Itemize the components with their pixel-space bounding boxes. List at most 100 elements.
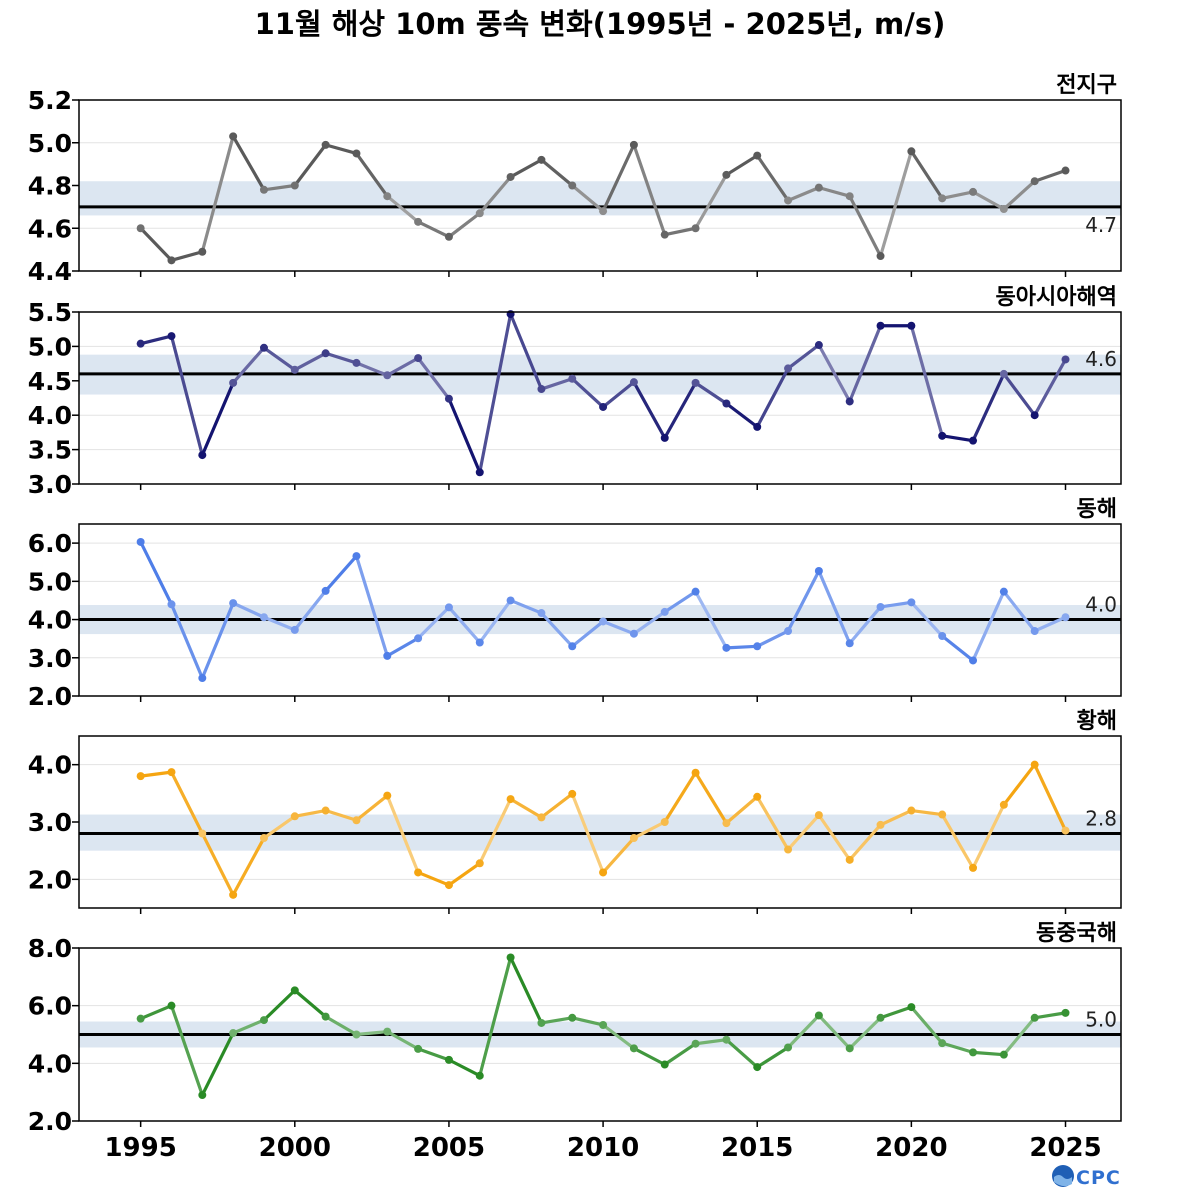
series-segment bbox=[293, 589, 328, 632]
data-point bbox=[475, 1071, 484, 1080]
series-segment bbox=[971, 803, 1006, 870]
data-point bbox=[1061, 1008, 1070, 1017]
panel-3: 4.0 2.0 3.0 4.0 5.0 6.0 동해 bbox=[28, 497, 1122, 711]
data-point bbox=[753, 642, 762, 651]
series-segment bbox=[262, 814, 297, 840]
series-segment bbox=[539, 611, 574, 648]
y-tick-label: 6.0 bbox=[28, 529, 72, 558]
region-label: 전지구 bbox=[1056, 73, 1117, 98]
x-tick-label: 2025 bbox=[1029, 1133, 1101, 1163]
data-point bbox=[568, 642, 577, 651]
series-segment bbox=[508, 158, 544, 179]
ocpc-logo: CPC bbox=[1052, 1165, 1121, 1189]
data-point bbox=[444, 603, 453, 612]
data-point bbox=[136, 537, 145, 546]
series-segment bbox=[570, 377, 605, 409]
data-point bbox=[876, 1013, 885, 1022]
series-segment bbox=[293, 143, 328, 188]
data-point bbox=[321, 806, 330, 815]
data-point bbox=[136, 772, 145, 781]
series-segment bbox=[1033, 615, 1068, 633]
y-tick-label: 4.6 bbox=[28, 214, 72, 243]
data-point bbox=[753, 792, 762, 801]
series-segment bbox=[1002, 590, 1037, 633]
series-segment bbox=[848, 1016, 883, 1050]
data-point bbox=[784, 364, 793, 373]
series-segment bbox=[447, 211, 482, 239]
data-point bbox=[414, 354, 423, 363]
data-point bbox=[290, 181, 299, 190]
svg-text:CPC: CPC bbox=[1076, 1167, 1121, 1189]
series-segment bbox=[293, 808, 328, 818]
series-segment bbox=[200, 831, 235, 897]
series-segment bbox=[262, 615, 297, 632]
panel-frame bbox=[78, 311, 1122, 485]
series-segment bbox=[354, 554, 389, 658]
data-point bbox=[938, 1039, 947, 1048]
data-point bbox=[352, 1030, 361, 1039]
data-point bbox=[229, 132, 238, 141]
series-segment bbox=[324, 351, 359, 365]
data-point bbox=[938, 194, 947, 203]
data-point bbox=[136, 224, 145, 233]
series-segment bbox=[262, 183, 297, 192]
data-point bbox=[969, 187, 978, 196]
series-segment bbox=[848, 605, 883, 645]
y-tick-label: 5.5 bbox=[28, 298, 72, 327]
data-point bbox=[1030, 627, 1039, 636]
data-point bbox=[660, 230, 669, 239]
data-point bbox=[969, 436, 978, 445]
data-point bbox=[938, 631, 947, 640]
series-segment bbox=[817, 569, 852, 645]
series-segment bbox=[817, 813, 852, 862]
y-tick-label: 4.0 bbox=[28, 751, 72, 780]
panel-2: 4.6 3.0 3.5 4.0 4.5 5.0 5.5 동아시아해역 bbox=[28, 285, 1122, 499]
data-point bbox=[167, 768, 176, 777]
mean-label: 2.8 bbox=[1085, 806, 1117, 830]
series-segment bbox=[693, 771, 728, 825]
data-point bbox=[506, 172, 515, 181]
data-point bbox=[784, 845, 793, 854]
data-point bbox=[475, 859, 484, 868]
data-point bbox=[414, 217, 423, 226]
series-segment bbox=[139, 334, 174, 346]
data-point bbox=[444, 881, 453, 890]
series-segment bbox=[200, 601, 235, 680]
series-segment bbox=[724, 795, 759, 825]
data-point bbox=[198, 1091, 207, 1100]
data-point bbox=[167, 332, 176, 341]
data-point bbox=[198, 247, 207, 256]
data-point bbox=[290, 986, 299, 995]
data-point bbox=[845, 1044, 854, 1053]
data-point bbox=[876, 602, 885, 611]
series-segment bbox=[786, 1013, 821, 1050]
mean-label: 4.6 bbox=[1085, 347, 1117, 371]
series-segment bbox=[786, 343, 821, 371]
series-segment bbox=[1033, 1011, 1068, 1020]
y-tick-label: 6.0 bbox=[28, 992, 72, 1021]
series-segment bbox=[971, 190, 1006, 211]
series-segment bbox=[478, 175, 513, 215]
series-segment bbox=[1002, 763, 1037, 807]
series-segment bbox=[416, 605, 451, 640]
data-point bbox=[321, 1012, 330, 1021]
series-segment bbox=[570, 792, 605, 875]
series-segment bbox=[1033, 763, 1068, 833]
data-point bbox=[999, 800, 1008, 809]
data-point bbox=[907, 1003, 916, 1012]
data-point bbox=[784, 1043, 793, 1052]
data-point bbox=[352, 149, 361, 158]
series-segment bbox=[231, 601, 266, 619]
y-tick-label: 5.0 bbox=[28, 332, 72, 361]
data-point bbox=[167, 600, 176, 609]
data-point bbox=[599, 402, 608, 411]
y-tick-label: 4.0 bbox=[28, 401, 72, 430]
series-segment bbox=[539, 792, 574, 820]
series-segment bbox=[878, 1005, 913, 1020]
data-point bbox=[691, 1039, 700, 1048]
data-point bbox=[660, 1060, 669, 1069]
data-point bbox=[383, 1027, 392, 1036]
data-point bbox=[876, 820, 885, 829]
data-point bbox=[444, 232, 453, 241]
series-segment bbox=[909, 600, 944, 638]
